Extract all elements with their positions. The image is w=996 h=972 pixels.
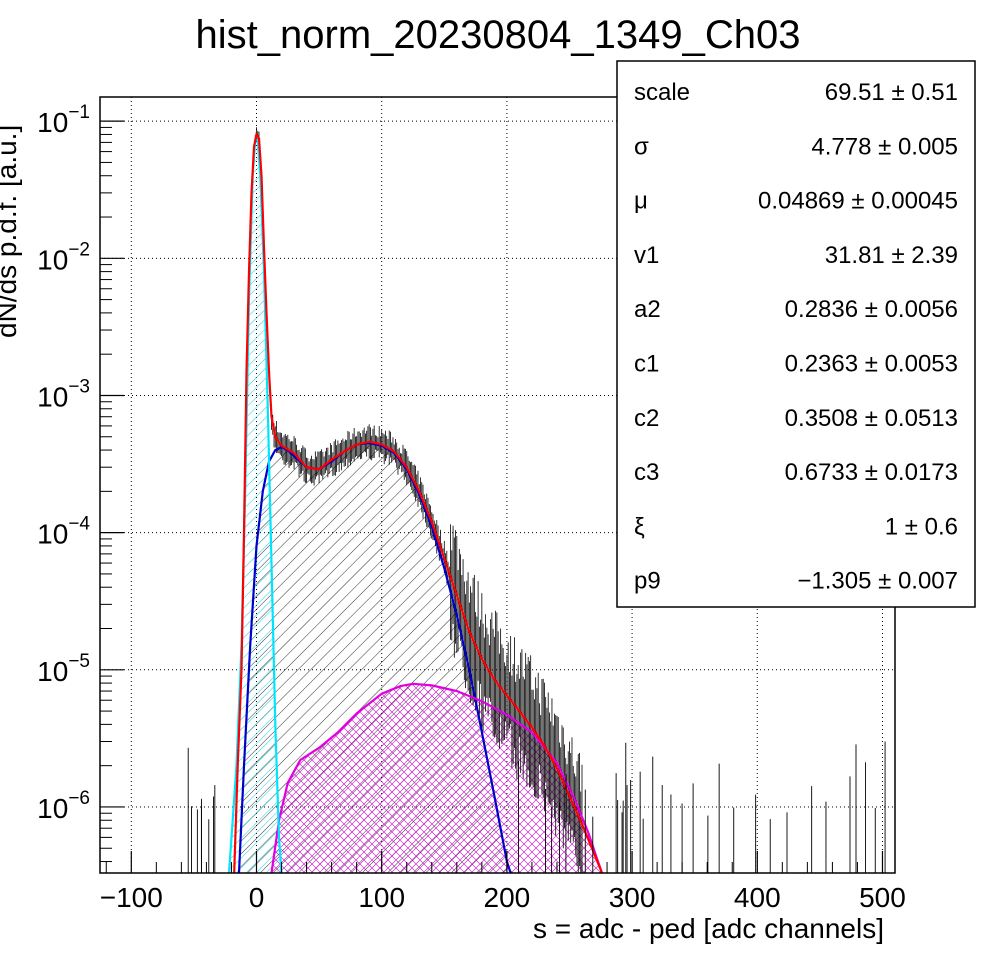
stat-name: ξ <box>634 513 645 540</box>
x-tick-label: 500 <box>859 882 906 913</box>
x-tick-label: −100 <box>100 882 163 913</box>
stat-value: 31.81 ± 2.39 <box>825 242 958 269</box>
stat-value: 0.04869 ± 0.00045 <box>758 188 958 215</box>
x-axis-label: s = adc - ped [adc channels] <box>533 913 884 944</box>
stats-box: scale 69.51 ± 0.51 σ 4.778 ± 0.005 μ 0.04869 … <box>616 60 976 608</box>
x-tick-label: 300 <box>609 882 656 913</box>
stat-name: a2 <box>634 296 661 323</box>
stat-name: p9 <box>634 568 661 595</box>
chart-title: hist_norm_20230804_1349_Ch03 <box>196 13 801 57</box>
x-tick-label: 0 <box>249 882 265 913</box>
y-axis-label: dN/ds p.d.f. [a.u.] <box>0 125 22 338</box>
x-tick-label: 200 <box>484 882 531 913</box>
y-tick-label: 10−1 <box>37 102 90 138</box>
x-tick-label: 100 <box>358 882 405 913</box>
stat-value: 0.3508 ± 0.0513 <box>785 405 958 432</box>
noise-bars <box>187 741 886 873</box>
y-tick-label: 10−4 <box>37 514 90 550</box>
series-fill-1 <box>229 139 282 873</box>
stat-value: −1.305 ± 0.007 <box>797 568 958 595</box>
stat-name: scale <box>634 79 690 106</box>
stat-name: c3 <box>634 459 659 486</box>
stat-name: c1 <box>634 351 659 378</box>
stat-value: 0.2363 ± 0.0053 <box>785 351 958 378</box>
stat-value: 69.51 ± 0.51 <box>825 79 958 106</box>
y-tick-label: 10−2 <box>37 239 90 275</box>
stat-value: 0.6733 ± 0.0173 <box>785 459 958 486</box>
axes: −100 0 100 200 300 400 500 10−6 10−5 10−4 10−3 10−2… <box>37 102 906 913</box>
series-line-3 <box>270 682 604 873</box>
stat-value: 1 ± 0.6 <box>885 513 958 540</box>
y-tick-label: 10−5 <box>37 651 90 687</box>
stat-value: 0.2836 ± 0.0056 <box>785 296 958 323</box>
stat-name: μ <box>634 188 648 215</box>
x-tick-label: 400 <box>734 882 781 913</box>
stat-name: v1 <box>634 242 659 269</box>
series-group <box>227 127 604 873</box>
series-line-0 <box>233 131 604 873</box>
y-tick-label: 10−6 <box>37 788 90 824</box>
stat-name: c2 <box>634 405 659 432</box>
stat-value: 4.778 ± 0.005 <box>811 133 958 160</box>
stat-name: σ <box>634 133 649 160</box>
y-tick-label: 10−3 <box>37 376 90 412</box>
